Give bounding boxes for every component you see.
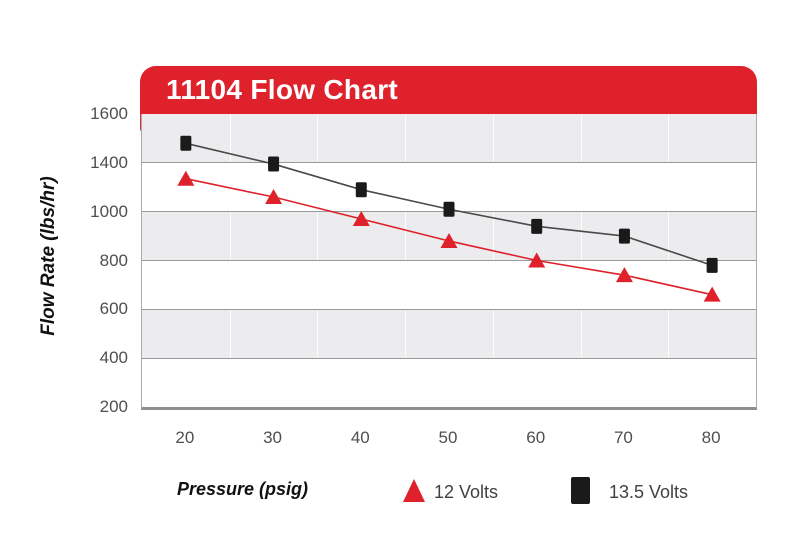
marker-13-5-volts [443,201,455,217]
y-tick-label: 1400 [90,152,128,172]
y-tick-label: 800 [99,250,128,270]
x-tick-label: 60 [526,428,546,447]
y-tick-label: 600 [99,299,128,319]
marker-13-5-volts [706,257,718,273]
y-tick-label: 400 [99,348,128,368]
x-tick-label: 40 [350,428,370,447]
plot-band [142,260,756,310]
plot-area [141,114,757,410]
horizontal-gridline [142,260,756,261]
plot-band [142,114,756,163]
marker-12-volts [265,189,283,205]
horizontal-gridline [142,357,756,359]
marker-12-volts [615,267,633,283]
x-tick-label: 80 [701,428,721,447]
horizontal-gridline [142,308,756,310]
chart-title: 11104 Flow Chart [166,74,399,105]
x-tick-label: 30 [263,428,283,447]
x-tick-label: 70 [613,428,633,447]
series-plot [177,135,721,302]
marker-12-volts [528,252,546,268]
legend-label-13-5-volts: 13.5 Volts [609,482,689,502]
marker-12-volts [703,286,721,302]
x-tick-label: 20 [175,428,195,447]
y-tick-label: 1600 [90,104,128,123]
y-axis-labels: 1600 1400 1000 800 600 400 200 [38,104,128,416]
marker-13-5-volts [268,156,280,172]
y-tick-label: 1000 [90,201,128,221]
x-tick-label: 50 [438,428,458,447]
plot-band [142,309,756,359]
y-tick-label: 200 [99,397,128,416]
legend-triangle-icon [403,479,425,502]
x-axis-labels: 20 30 40 50 60 70 80 [141,427,755,449]
marker-12-volts [177,170,195,186]
marker-13-5-volts [531,218,543,234]
marker-13-5-volts [618,228,630,244]
marker-13-5-volts [180,135,192,151]
horizontal-gridline [142,162,756,164]
marker-12-volts [352,210,370,226]
plot-band [142,358,756,407]
marker-13-5-volts [355,182,367,198]
chart-title-banner: 11104 Flow Chart [140,66,757,114]
legend-square-icon [571,477,590,504]
x-axis-title: Pressure (psig) [177,479,309,499]
legend-label-12-volts: 12 Volts [434,482,499,502]
marker-12-volts [440,232,458,248]
